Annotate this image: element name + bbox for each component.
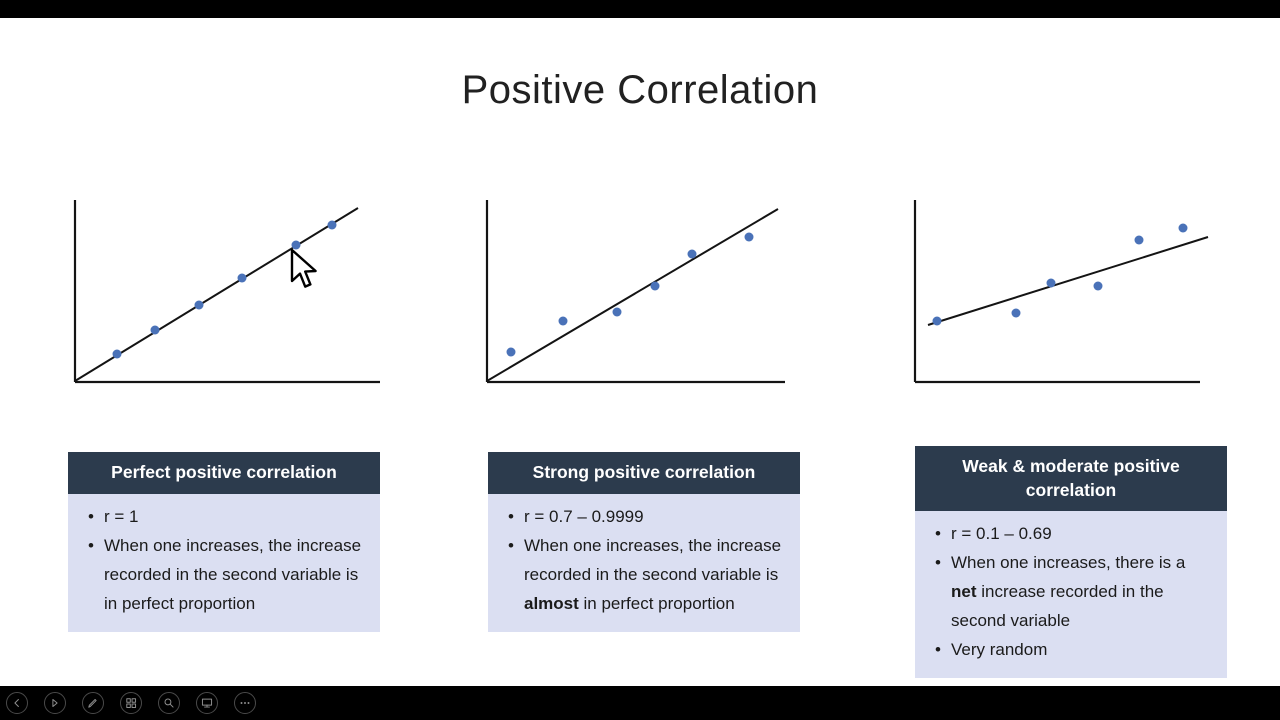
bullet-item: • Very random: [925, 635, 1215, 664]
bullet-item: • When one increases, the increase recor…: [78, 531, 368, 618]
mouse-cursor-icon: [286, 248, 320, 295]
monitor-icon: [201, 698, 213, 708]
slide-title: Positive Correlation: [461, 68, 819, 112]
pen-icon: [88, 699, 97, 708]
bullet-text: Very random: [951, 640, 1048, 660]
pen-tool-button[interactable]: [82, 692, 104, 714]
bullet-item: • r = 1: [78, 502, 368, 531]
card-weak-moderate-positive: Weak & moderate positive correlation • r…: [915, 446, 1227, 679]
slides-grid-icon: [126, 698, 137, 709]
all-slides-button[interactable]: [120, 692, 142, 714]
card-body: • r = 1 • When one increases, the increa…: [68, 493, 380, 632]
bullet-item: • When one increases, there is a net inc…: [925, 548, 1215, 635]
bullet-text: When one increases, the increase recorde…: [524, 535, 782, 613]
card-header: Strong positive correlation: [488, 452, 800, 494]
play-icon: [52, 699, 58, 707]
card-perfect-positive: Perfect positive correlation • r = 1 • W…: [68, 452, 380, 632]
bullet-text: r = 0.1 – 0.69: [951, 524, 1052, 544]
card-header: Weak & moderate positive correlation: [915, 446, 1227, 512]
bullet-item: • When one increases, the increase recor…: [498, 531, 788, 618]
bullet-text: r = 1: [104, 506, 139, 526]
bullet-marker: •: [935, 524, 941, 544]
card-header: Perfect positive correlation: [68, 452, 380, 494]
bullet-marker: •: [935, 640, 941, 660]
more-options-button[interactable]: [234, 692, 256, 714]
bullet-marker: •: [88, 506, 94, 526]
next-slide-button[interactable]: [44, 692, 66, 714]
letterbox-top: [0, 0, 1280, 18]
bullet-item: • r = 0.1 – 0.69: [925, 519, 1215, 548]
bullet-item: • r = 0.7 – 0.9999: [498, 502, 788, 531]
bullet-marker: •: [508, 506, 514, 526]
bullet-marker: •: [508, 535, 514, 555]
chevron-left-icon: [14, 699, 19, 707]
bullet-text: When one increases, the increase recorde…: [104, 535, 362, 613]
magnifier-icon: [164, 698, 174, 708]
scatter-chart-weak-moderate-positive: [908, 195, 1228, 390]
display-button[interactable]: [196, 692, 218, 714]
bullet-text: r = 0.7 – 0.9999: [524, 506, 644, 526]
bullet-text: When one increases, there is a net incre…: [951, 553, 1186, 631]
scatter-chart-perfect-positive: [68, 195, 388, 390]
ellipsis-icon: [240, 702, 250, 704]
card-body: • r = 0.1 – 0.69 • When one increases, t…: [915, 511, 1227, 679]
zoom-button[interactable]: [158, 692, 180, 714]
bullet-marker: •: [88, 535, 94, 555]
card-body: • r = 0.7 – 0.9999 • When one increases,…: [488, 493, 800, 632]
bullet-marker: •: [935, 553, 941, 573]
slideshow-toolbar: [0, 686, 1280, 720]
previous-slide-button[interactable]: [6, 692, 28, 714]
scatter-chart-strong-positive: [480, 195, 800, 390]
card-strong-positive: Strong positive correlation • r = 0.7 – …: [488, 452, 800, 632]
